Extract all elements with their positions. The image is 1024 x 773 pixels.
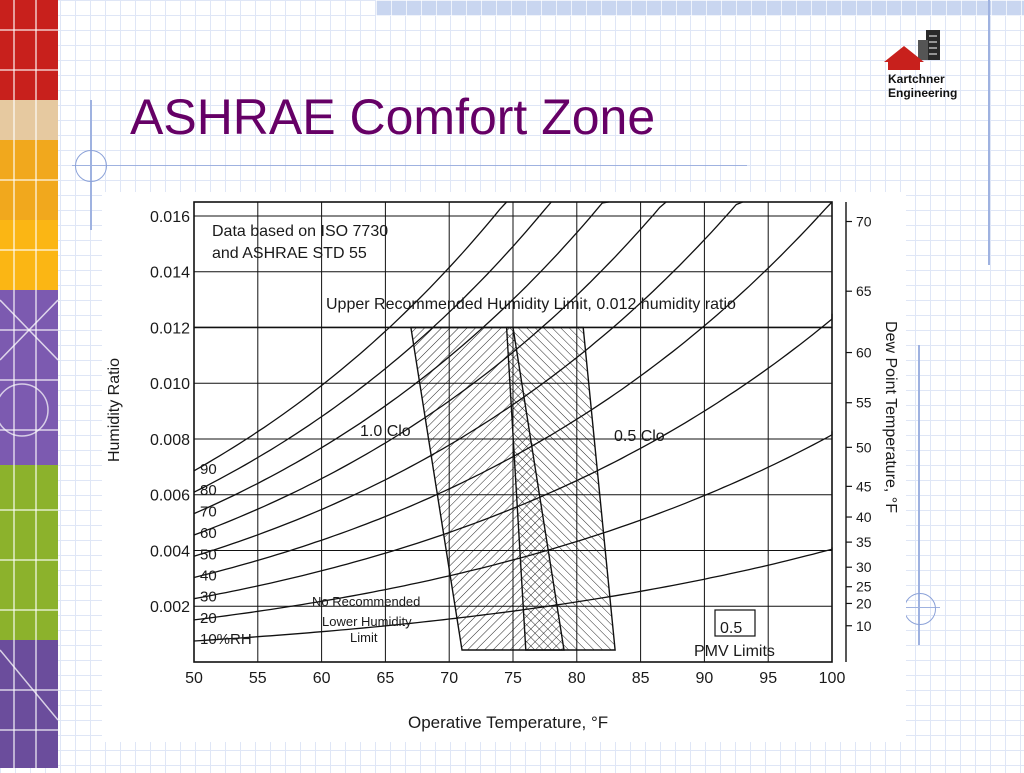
plot-frame: [193, 201, 833, 663]
x-tick-label: 50: [185, 670, 203, 687]
x-tick-label: 90: [696, 670, 714, 687]
comfort-zone-chart: 50 55 60 65 70 75 80 85 90 95 100 0.002 0.004 0.006 0.…: [106, 201, 899, 732]
x-tick-label: 75: [504, 670, 522, 687]
comfort-zones: [410, 326, 616, 651]
decorative-top-band: [376, 0, 1024, 16]
x-tick-label: 85: [632, 670, 650, 687]
x-tick-label: 70: [440, 670, 458, 687]
rh-curve-label: 30: [200, 589, 217, 606]
decorative-guide-line: [918, 345, 920, 645]
y-tick-label: 0.008: [150, 432, 190, 449]
y-tick-label: 0.010: [150, 376, 190, 393]
rh-curve-70: [193, 201, 609, 515]
rh-curve-label: 20: [200, 610, 217, 627]
dew-point-axis-label: Dew Point Temperature, °F: [882, 321, 899, 513]
decorative-circle: [75, 150, 107, 182]
rh-curve-90: [193, 201, 508, 472]
y-tick-label: 0.012: [150, 320, 190, 337]
decorative-guide-line: [72, 165, 747, 166]
rh-curve-80: [193, 201, 552, 493]
dew-point-tick-label: 40: [856, 509, 872, 525]
x-tick-label: 55: [249, 670, 267, 687]
dew-point-tick-label: 50: [856, 439, 872, 455]
dew-point-tick-label: 65: [856, 283, 872, 299]
zone-label-1-0-clo: 1.0 Clo: [360, 423, 411, 440]
dew-point-tick-label: 10: [856, 618, 872, 634]
y-axis-label: Humidity Ratio: [106, 358, 123, 462]
decorative-guide-line: [988, 0, 990, 265]
rh-curve-label: 90: [200, 461, 217, 478]
x-tick-label: 95: [759, 670, 777, 687]
building-logo-icon: [884, 30, 940, 70]
y-tick-label: 0.014: [150, 265, 190, 282]
decorative-circle: [904, 593, 936, 625]
logo-text-line1: Kartchner: [888, 72, 945, 86]
lower-limit-note-line2: Lower Humidity: [322, 614, 412, 629]
company-logo: Kartchner Engineering: [882, 26, 992, 102]
dew-point-tick-label: 25: [856, 579, 872, 595]
lower-limit-note-line3: Limit: [350, 630, 378, 645]
y-tick-label: 0.002: [150, 599, 190, 616]
rh-curve-label: 40: [200, 568, 217, 585]
source-note-line1: Data based on ISO 7730: [212, 223, 388, 240]
rh-curve-label: 60: [200, 525, 217, 542]
dew-point-tick-label: 45: [856, 478, 872, 494]
dew-point-tick-label: 60: [856, 345, 872, 361]
comfort-zone-0-5-clo: [505, 326, 616, 651]
decorative-side-strip-graphic: [0, 0, 59, 768]
logo-text-line2: Engineering: [888, 86, 958, 100]
x-tick-label: 100: [819, 670, 846, 687]
x-tick-label: 60: [313, 670, 331, 687]
pmv-box: [714, 609, 756, 637]
y-tick-label: 0.004: [150, 543, 190, 560]
dew-point-tick-label: 55: [856, 395, 872, 411]
rh-curves: [193, 201, 833, 642]
y-tick-label: 0.006: [150, 488, 190, 505]
rh-curve-label: 80: [200, 482, 217, 499]
dew-point-tick-label: 35: [856, 534, 872, 550]
rh-curve-label: 70: [200, 504, 217, 521]
y-tick-label: 0.016: [150, 209, 190, 226]
pmv-limits-label: PMV Limits: [694, 643, 775, 660]
x-tick-label: 80: [568, 670, 586, 687]
zone-label-0-5-clo: 0.5 Clo: [614, 428, 665, 445]
rh-curve-label: 10%RH: [200, 631, 252, 648]
x-axis-label: Operative Temperature, °F: [408, 713, 608, 732]
x-tick-label: 65: [377, 670, 395, 687]
dew-point-tick-label: 70: [856, 214, 872, 230]
decorative-side-strip: [0, 0, 59, 768]
chart-frame: [193, 201, 847, 663]
slide-title: ASHRAE Comfort Zone: [130, 89, 656, 145]
dew-point-tick-label: 20: [856, 595, 872, 611]
chart-axes: 50 55 60 65 70 75 80 85 90 95 100 0.002 0.004 0.006 0.…: [150, 209, 872, 687]
source-note-line2: and ASHRAE STD 55: [212, 245, 367, 262]
chart-annotations: Data based on ISO 7730 and ASHRAE STD 55…: [106, 223, 899, 732]
pmv-box-value: 0.5: [720, 620, 742, 637]
rh-curve-label: 50: [200, 546, 217, 563]
lower-limit-note-line1: No Recommended: [312, 594, 420, 609]
dew-point-tick-label: 30: [856, 559, 872, 575]
comfort-zone-chart-panel: 50 55 60 65 70 75 80 85 90 95 100 0.002 0.004 0.006 0.…: [102, 192, 906, 742]
upper-limit-label: Upper Recommended Humidity Limit, 0.012 …: [326, 296, 736, 313]
